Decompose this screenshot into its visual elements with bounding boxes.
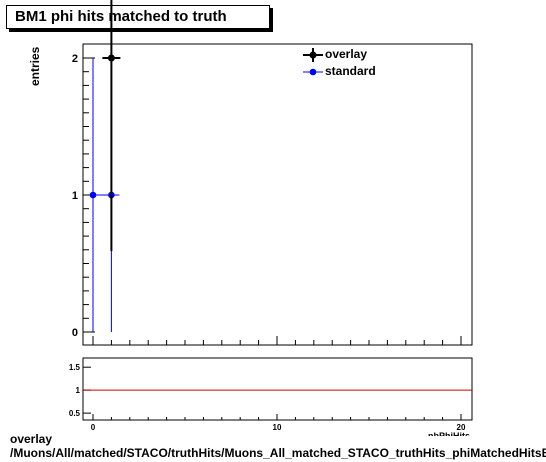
legend-marker-overlay	[309, 51, 317, 59]
chart-title-box: BM1 phi hits matched to truth	[6, 5, 270, 29]
x-tick-label: 10	[273, 423, 282, 432]
legend-label-overlay: overlay	[325, 47, 368, 61]
y-tick-label: 0	[72, 327, 78, 339]
standard-point	[89, 191, 97, 199]
y-tick-label: 2	[72, 53, 78, 65]
main-plot-frame	[82, 43, 473, 346]
legend-label-standard: standard	[325, 64, 376, 78]
x-tick-label: 0	[91, 423, 96, 432]
footer-histogram-path: /Muons/All/matched/STACO/truthHits/Muons…	[10, 446, 546, 460]
legend-marker-standard	[309, 68, 317, 76]
x-axis-label: nbPhiHits	[428, 431, 470, 441]
ratio-plot-frame	[82, 357, 473, 421]
x-tick-label: 20	[457, 423, 466, 432]
ratio-y-tick-label: 1.5	[69, 363, 81, 372]
overlay-point	[107, 54, 115, 62]
ratio-y-tick-label: 0.5	[69, 409, 81, 418]
footer-source-name: overlay	[10, 432, 53, 446]
chart-title: BM1 phi hits matched to truth	[15, 8, 227, 25]
y-tick-label: 1	[72, 190, 78, 202]
ratio-y-tick-label: 1	[76, 386, 81, 395]
